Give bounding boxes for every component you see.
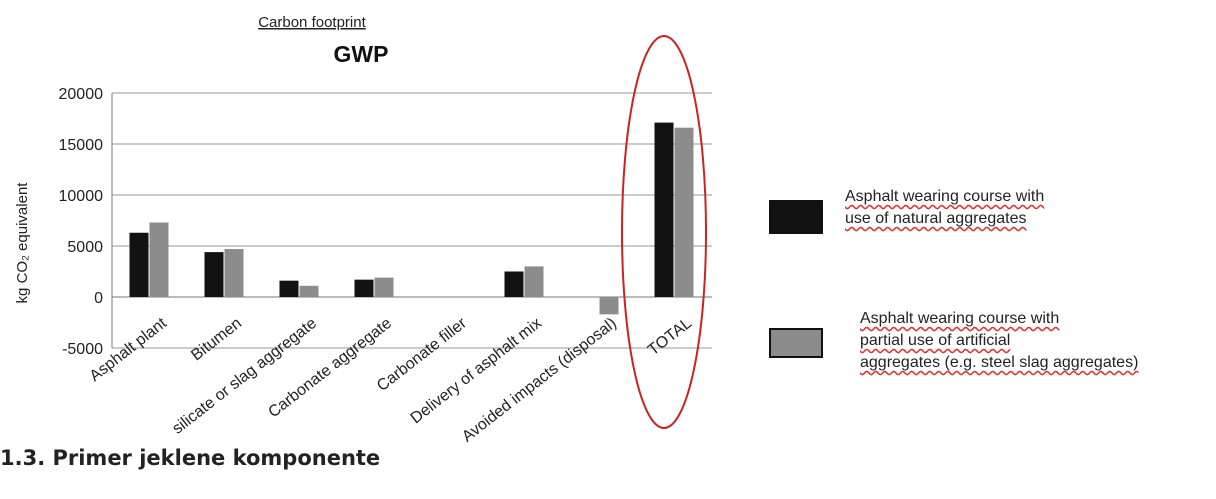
bar (524, 266, 544, 297)
y-tick-label: 0 (94, 290, 103, 307)
bar (149, 222, 169, 297)
total-highlight-ellipse (621, 35, 707, 429)
legend-label-artificial: Asphalt wearing course with partial use … (860, 308, 1138, 374)
bars (129, 122, 694, 315)
legend-line: Asphalt wearing course with (845, 188, 1045, 205)
bar (654, 122, 674, 297)
y-tick-label: 5000 (67, 239, 103, 256)
legend-swatch-artificial (769, 328, 823, 358)
bar (504, 271, 524, 297)
y-tick-label: 10000 (59, 188, 104, 205)
legend-line: use of natural aggregates (845, 210, 1027, 227)
bar (374, 277, 394, 297)
bar (279, 280, 299, 297)
bar (599, 297, 619, 315)
section-heading: 1.3. Primer jeklene komponente (0, 446, 381, 470)
bar (224, 249, 244, 297)
bar (204, 252, 224, 297)
chart-subtitle: Carbon footprint (258, 14, 366, 31)
y-tick-label: -5000 (62, 341, 103, 358)
legend-line: aggregates (e.g. steel slag aggregates) (860, 354, 1139, 371)
x-tick-label: silicate or slag aggregate (169, 315, 320, 438)
x-tick-label: Avoided impacts (disposal) (459, 315, 620, 446)
y-tick-label: 20000 (59, 86, 104, 103)
y-tick-labels: 20000 15000 10000 5000 0 -5000 (59, 86, 104, 358)
bar (129, 232, 149, 297)
chart-title: GWP (334, 41, 389, 67)
y-tick-label: 15000 (59, 137, 104, 154)
legend-line: partial use of artificial (860, 332, 1011, 349)
legend-swatch-natural (769, 200, 823, 234)
y-axis-label: kg CO₂ equivalent (14, 182, 31, 304)
legend-line: Asphalt wearing course with (860, 310, 1060, 327)
bar (299, 285, 319, 297)
x-tick-label: Bitumen (188, 315, 245, 365)
x-tick-label: TOTAL (645, 315, 695, 359)
bar (354, 279, 374, 297)
x-tick-label: Carbonate aggregate (265, 315, 395, 422)
legend-label-natural: Asphalt wearing course with use of natur… (845, 186, 1044, 230)
x-tick-label: Delivery of asphalt mix (408, 315, 545, 427)
bar (674, 127, 694, 298)
